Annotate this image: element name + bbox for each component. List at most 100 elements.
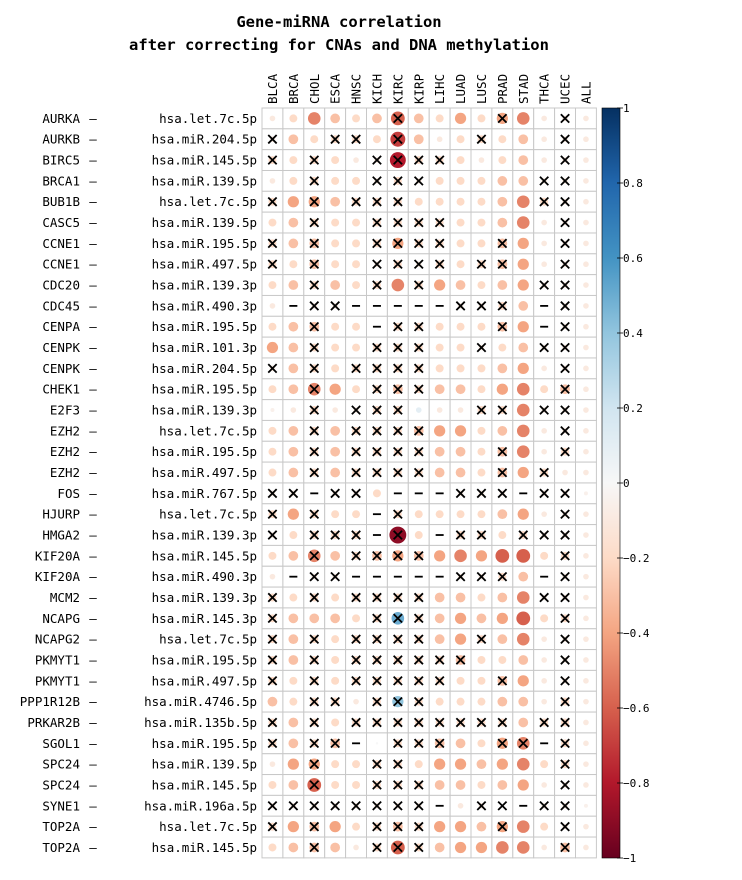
column-label: BLCA <box>265 73 280 104</box>
mirna-label: hsa.let.7c.5p <box>159 507 257 522</box>
insignificant-cross <box>393 613 403 624</box>
insignificant-cross <box>351 530 361 540</box>
insignificant-cross <box>560 301 570 311</box>
insignificant-cross <box>393 821 403 832</box>
insignificant-cross <box>267 363 278 374</box>
correlation-dot <box>477 176 486 185</box>
insignificant-cross <box>351 134 361 145</box>
correlation-dot <box>583 282 589 288</box>
insignificant-cross <box>476 717 487 728</box>
correlation-dot <box>583 386 589 393</box>
insignificant-cross <box>476 571 487 582</box>
correlation-dot <box>562 469 568 476</box>
row-label-dash: – <box>89 215 97 230</box>
insignificant-cross <box>497 717 508 728</box>
correlation-dot <box>288 613 299 624</box>
mirna-label: hsa.miR.101.3p <box>152 340 257 355</box>
insignificant-cross <box>560 196 570 207</box>
correlation-dot <box>541 115 547 122</box>
correlation-dot <box>331 510 340 519</box>
row-label-dash: – <box>89 507 97 522</box>
row-label-dash: – <box>89 736 97 751</box>
correlation-dot <box>583 136 589 143</box>
insignificant-cross <box>434 738 445 749</box>
insignificant-cross <box>267 488 278 499</box>
correlation-dot <box>268 322 277 331</box>
correlation-dot <box>331 635 340 644</box>
column-label: UCEC <box>558 74 573 104</box>
mirna-label: hsa.miR.139.3p <box>152 528 257 543</box>
insignificant-cross <box>351 363 361 374</box>
insignificant-cross <box>560 738 570 749</box>
insignificant-cross <box>497 446 508 457</box>
correlation-dot <box>435 176 444 185</box>
correlation-dot <box>288 780 299 790</box>
insignificant-cross <box>267 238 278 249</box>
correlation-dot <box>541 240 547 247</box>
correlation-dot <box>456 197 465 206</box>
mirna-label: hsa.miR.195.5p <box>152 382 257 397</box>
correlation-dot <box>413 113 424 124</box>
correlation-dot <box>583 553 589 559</box>
insignificant-cross <box>393 592 403 603</box>
row-label-dash: – <box>89 403 97 418</box>
column-label: ESCA <box>328 73 343 104</box>
insignificant-cross <box>560 551 570 561</box>
correlation-dot <box>477 114 486 123</box>
colorbar-tick-label: 0.4 <box>623 327 643 340</box>
correlation-dot <box>269 115 276 122</box>
insignificant-cross <box>413 217 424 228</box>
correlation-dot <box>477 739 486 748</box>
mirna-label: hsa.miR.145.3p <box>152 611 257 626</box>
correlation-dot <box>477 426 486 435</box>
insignificant-cross <box>413 821 424 832</box>
correlation-dot <box>477 697 486 706</box>
correlation-dot <box>456 322 465 331</box>
insignificant-cross <box>393 759 403 769</box>
insignificant-cross <box>455 571 466 582</box>
insignificant-cross <box>393 738 403 749</box>
row-label-dash: – <box>89 569 97 584</box>
correlation-dot <box>268 551 277 560</box>
correlation-dot <box>288 655 299 665</box>
insignificant-cross <box>309 655 320 665</box>
correlation-dot <box>434 592 445 603</box>
mirna-label: hsa.let.7c.5p <box>159 423 257 438</box>
correlation-dot <box>516 195 530 209</box>
gene-label: AURKA <box>42 111 80 126</box>
insignificant-cross <box>372 655 382 665</box>
insignificant-cross <box>434 238 445 249</box>
correlation-dot <box>288 342 299 353</box>
insignificant-cross <box>413 551 424 561</box>
mirna-label: hsa.miR.139.3p <box>152 403 257 418</box>
insignificant-cross <box>309 571 320 582</box>
correlation-dot <box>497 696 508 707</box>
insignificant-cross <box>351 551 361 561</box>
correlation-dot <box>289 176 298 185</box>
gene-label: CDC45 <box>42 298 80 313</box>
colorbar-tick-label: 0.6 <box>623 252 643 265</box>
insignificant-cross <box>372 405 382 415</box>
insignificant-cross <box>560 613 570 624</box>
insignificant-cross <box>393 800 403 811</box>
correlation-dot <box>415 407 422 413</box>
insignificant-cross <box>393 196 403 207</box>
insignificant-cross <box>455 488 466 499</box>
insignificant-cross <box>413 384 424 395</box>
insignificant-cross <box>372 467 382 478</box>
correlation-dot <box>435 510 444 519</box>
correlation-dot <box>288 634 299 645</box>
insignificant-cross <box>309 342 320 353</box>
insignificant-cross <box>267 821 278 832</box>
insignificant-cross <box>309 842 320 853</box>
correlation-dot <box>330 425 341 436</box>
row-label-dash: – <box>89 673 97 688</box>
correlation-dot <box>477 510 486 519</box>
correlation-dot <box>477 676 486 685</box>
gene-label: KIF20A <box>35 548 81 563</box>
insignificant-cross <box>393 467 403 478</box>
insignificant-cross <box>560 509 570 520</box>
correlation-dot <box>331 760 340 769</box>
correlation-dot <box>476 613 487 624</box>
correlation-dot <box>454 841 467 854</box>
